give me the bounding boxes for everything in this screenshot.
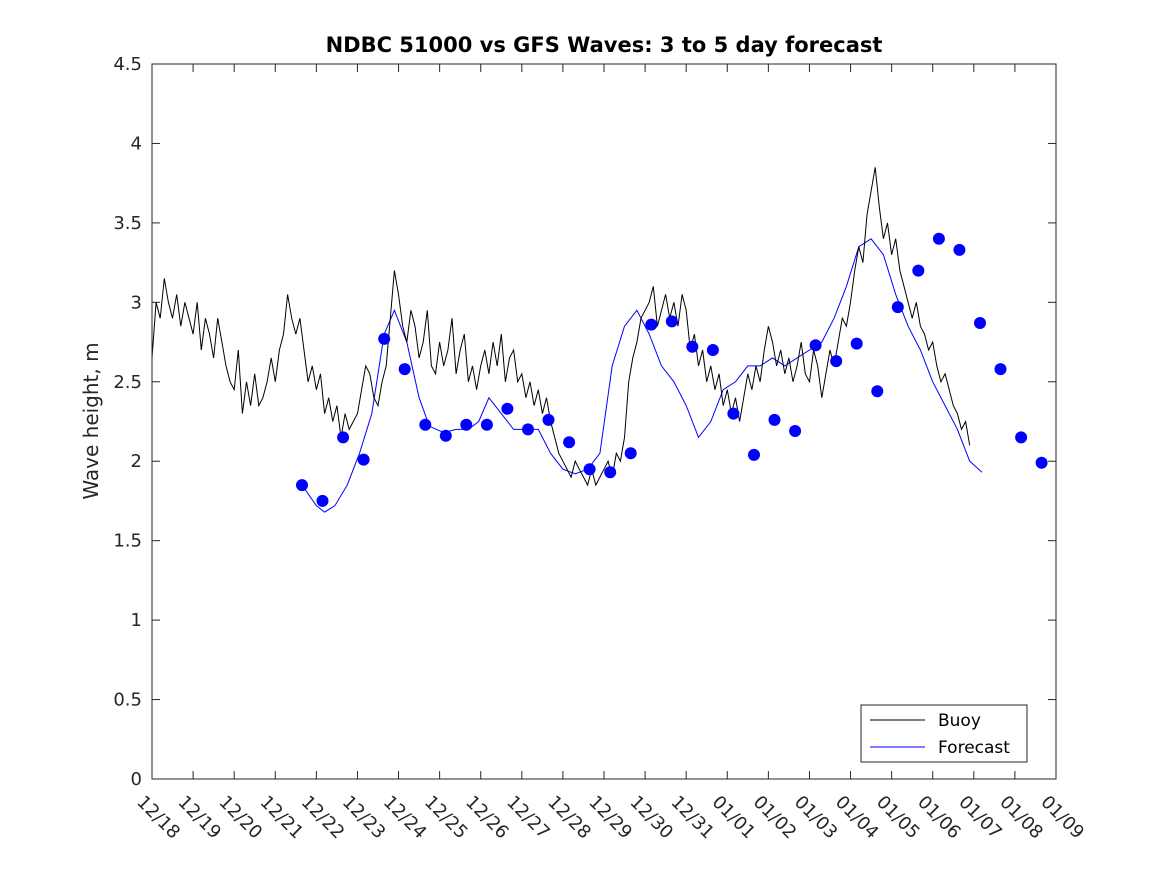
forecast-point: [645, 318, 658, 331]
x-tick-label: 01/01: [708, 792, 760, 844]
forecast-point: [706, 344, 719, 356]
x-tick-label: 12/31: [667, 792, 719, 844]
x-tick-label: 12/21: [256, 792, 308, 844]
x-tick-label: 12/18: [132, 792, 184, 844]
forecast-point: [337, 431, 350, 444]
y-tick-label: 1.5: [113, 531, 142, 552]
forecast-point: [378, 332, 391, 345]
forecast-point: [768, 413, 781, 426]
x-tick-label: 01/09: [1036, 792, 1088, 844]
forecast-point: [912, 264, 925, 277]
forecast-point: [727, 407, 740, 420]
x-tick-label: 12/26: [461, 792, 513, 844]
x-tick-label: 12/20: [215, 792, 267, 844]
legend-label-forecast: Forecast: [938, 738, 1010, 758]
x-tick-label: 01/08: [995, 792, 1047, 844]
legend-box: [860, 704, 1028, 763]
forecast-point: [953, 243, 966, 256]
legend: Buoy Forecast: [860, 704, 1028, 763]
series-layer: [151, 167, 1048, 513]
x-tick-label: 12/25: [420, 792, 472, 844]
forecast-point: [296, 479, 308, 492]
x-tick-label: 01/03: [790, 792, 842, 844]
x-tick-label: 12/30: [626, 792, 678, 844]
x-tick-label: 01/06: [913, 792, 965, 844]
x-tick-label: 12/27: [502, 792, 554, 844]
forecast-point: [789, 425, 802, 437]
forecast-point: [974, 317, 986, 329]
forecast-point: [850, 337, 863, 350]
forecast-series-line: [301, 238, 983, 513]
forecast-point: [563, 436, 576, 449]
y-tick-label: 4.5: [113, 54, 142, 75]
forecast-point: [932, 232, 945, 245]
forecast-point: [830, 355, 843, 368]
x-tick-label: 12/24: [379, 792, 431, 844]
forecast-point: [624, 447, 637, 460]
forecast-point: [522, 423, 534, 436]
y-tick-label: 4: [131, 133, 142, 154]
forecast-point: [665, 315, 678, 328]
x-tick-label: 01/02: [749, 792, 801, 844]
forecast-point: [1035, 456, 1048, 469]
x-tick-label: 12/28: [543, 792, 595, 844]
forecast-point: [1015, 431, 1028, 444]
forecast-point: [398, 363, 411, 376]
forecast-point: [357, 453, 370, 466]
plot-frame: [151, 63, 1057, 780]
y-axis-label: Wave height, m: [79, 342, 103, 499]
forecast-point: [439, 429, 452, 442]
forecast-point: [604, 466, 617, 479]
forecast-point: [501, 402, 514, 415]
x-tick-label: 01/07: [954, 792, 1006, 844]
forecast-point: [891, 301, 904, 314]
x-tick-label: 12/23: [338, 792, 390, 844]
y-tick-label: 0: [131, 769, 142, 790]
x-tick-label: 01/05: [872, 792, 924, 844]
x-tick-label: 01/04: [831, 792, 883, 844]
x-tick-label: 12/22: [297, 792, 349, 844]
forecast-point: [419, 418, 432, 431]
forecast-point: [748, 448, 760, 461]
forecast-point: [316, 494, 329, 507]
y-tick-label: 2: [131, 451, 142, 472]
forecast-point: [809, 339, 822, 352]
x-tick-label: 12/29: [584, 792, 636, 844]
y-tick-label: 2.5: [113, 372, 142, 393]
y-tick-label: 3: [131, 292, 142, 313]
y-tick-label: 3.5: [113, 213, 142, 234]
forecast-point: [994, 363, 1007, 376]
forecast-point: [686, 340, 699, 353]
forecast-point: [542, 413, 555, 426]
x-tick-label: 12/19: [174, 792, 226, 844]
legend-label-buoy: Buoy: [938, 711, 981, 731]
y-axis-ticks: 0 0.5 1 1.5 2 2.5 3 3.5 4 4.5: [113, 54, 1056, 790]
forecast-point: [583, 463, 596, 476]
y-tick-label: 0.5: [113, 690, 142, 711]
forecast-point: [871, 385, 884, 398]
y-tick-label: 1: [131, 610, 142, 631]
forecast-point: [460, 418, 473, 431]
forecast-point: [480, 418, 493, 431]
chart-title: NDBC 51000 vs GFS Waves: 3 to 5 day fore…: [326, 33, 883, 57]
